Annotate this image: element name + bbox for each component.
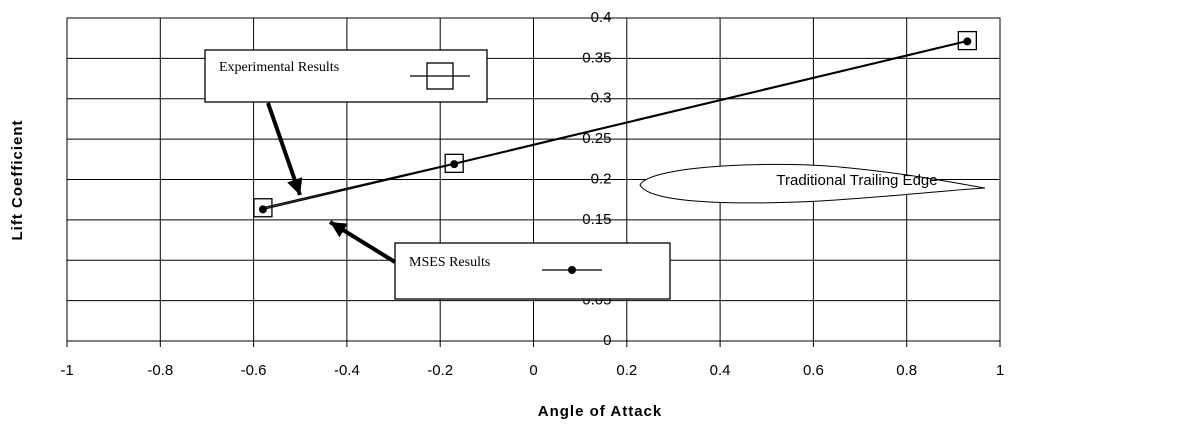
y-tick-label: 0	[603, 332, 611, 349]
x-tick-label: -1	[60, 362, 73, 379]
x-tick-label: 0.8	[896, 362, 917, 379]
legend-label: Experimental Results	[219, 60, 339, 75]
x-tick-label: 0.4	[710, 362, 731, 379]
legend-marker	[568, 266, 576, 274]
legend-box	[395, 243, 670, 299]
y-tick-label: 0.2	[591, 170, 612, 187]
x-tick-label: 0.2	[616, 362, 637, 379]
legend-label: MSES Results	[409, 255, 490, 270]
y-axis-title: Lift Coefficient	[9, 120, 26, 241]
x-axis-title: Angle of Attack	[538, 403, 662, 420]
x-tick-label: 1	[996, 362, 1004, 379]
x-tick-label: -0.8	[147, 362, 173, 379]
marker-dot	[450, 160, 458, 168]
y-tick-label: 0.4	[591, 9, 612, 26]
y-tick-label: 0.35	[582, 49, 611, 66]
y-tick-label: 0.15	[582, 211, 611, 228]
x-tick-label: -0.2	[427, 362, 453, 379]
chart: Angle of Attack Lift Coefficient -1 -0.8 -…	[0, 0, 1203, 430]
marker-dot	[259, 205, 267, 213]
x-tick-label: 0	[529, 362, 537, 379]
y-tick-label: 0.3	[591, 90, 612, 107]
annotation: Traditional Trailing Edge	[776, 172, 937, 189]
x-tick-label: 0.6	[803, 362, 824, 379]
x-tick-label: -0.6	[241, 362, 267, 379]
marker-dot	[963, 37, 971, 45]
x-tick-label: -0.4	[334, 362, 360, 379]
